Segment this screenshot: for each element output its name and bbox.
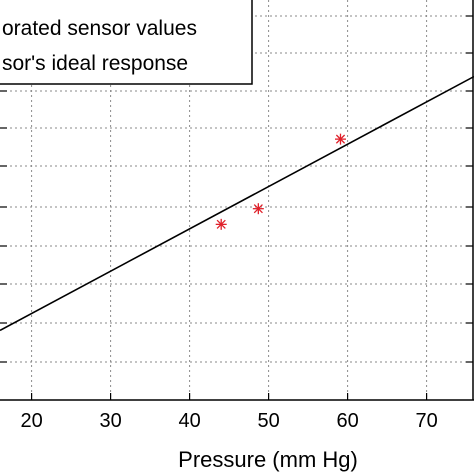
sensor-value-marker	[252, 203, 264, 215]
legend-entry-label: orated sensor values	[2, 17, 197, 40]
x-axis-label: Pressure (mm Hg)	[178, 447, 358, 472]
axes: 20 30 40 50 60 70	[0, 0, 474, 432]
grid	[0, 0, 474, 400]
x-tick-label: 70	[415, 410, 437, 432]
sensor-value-marker	[334, 133, 346, 145]
marker-stroke	[216, 219, 226, 229]
x-tick-label: 40	[178, 410, 200, 432]
legend-box	[0, 0, 253, 85]
x-tick-label: 30	[99, 410, 121, 432]
x-tick-label: 50	[257, 410, 279, 432]
marker-stroke	[253, 204, 263, 214]
legend: orated sensor values sor's ideal response	[0, 0, 253, 85]
legend-entry-label: sor's ideal response	[2, 52, 188, 75]
sensor-value-marker	[215, 218, 227, 230]
ideal-response-line	[0, 75, 474, 332]
marker-stroke	[335, 134, 346, 144]
x-tick-label: 60	[336, 410, 358, 432]
plot-series	[0, 75, 474, 332]
x-tick-label: 20	[20, 410, 42, 432]
